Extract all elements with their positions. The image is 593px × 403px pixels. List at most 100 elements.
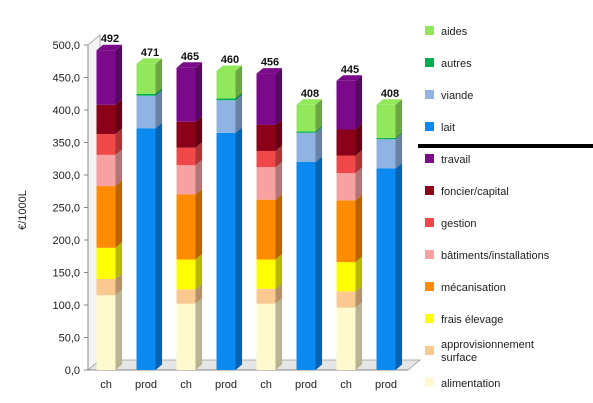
bar-segment-side bbox=[275, 283, 283, 304]
bar-segment-side bbox=[355, 150, 363, 174]
bar-segment-side bbox=[275, 161, 283, 200]
bar-segment-side bbox=[275, 68, 283, 125]
bar-segment bbox=[96, 154, 116, 187]
bar-total-label: 445 bbox=[341, 64, 359, 76]
legend-swatch bbox=[425, 186, 434, 195]
bar-segment bbox=[256, 303, 276, 370]
bar-segment-side bbox=[115, 273, 123, 296]
bar-segment bbox=[336, 200, 356, 263]
y-tick-label: 350,0 bbox=[52, 138, 80, 150]
bar-segment-side bbox=[275, 194, 283, 260]
bar-segment-side bbox=[395, 163, 403, 370]
legend-label: aides bbox=[441, 26, 468, 38]
bar-segment-side bbox=[155, 122, 163, 370]
bar-segment bbox=[96, 50, 116, 105]
bar-segment-side bbox=[115, 128, 123, 155]
bar-segment bbox=[376, 139, 396, 169]
y-tick-label: 0,0 bbox=[65, 365, 80, 377]
bar-segment-side bbox=[275, 254, 283, 289]
x-tick-label: ch bbox=[100, 379, 112, 391]
bar-top bbox=[256, 68, 283, 74]
bar-segment bbox=[296, 162, 316, 370]
bar-segment-side bbox=[195, 283, 203, 304]
bar-segment-side bbox=[115, 44, 123, 105]
bar-segment-side bbox=[355, 167, 363, 201]
bar-top bbox=[136, 58, 163, 64]
bar-segment-side bbox=[235, 65, 243, 99]
bar-segment-side bbox=[315, 125, 323, 133]
bar-segment bbox=[216, 100, 236, 133]
y-tick-label: 200,0 bbox=[52, 235, 80, 247]
bar-segment-side bbox=[195, 254, 203, 290]
bar-segment bbox=[376, 137, 396, 140]
bar-segment bbox=[96, 186, 116, 248]
y-tick-label: 500,0 bbox=[52, 40, 80, 52]
bar-segment bbox=[336, 262, 356, 292]
bar-segment bbox=[216, 98, 236, 101]
bar-segment-side bbox=[115, 242, 123, 279]
bar-segment bbox=[176, 194, 196, 260]
legend-swatch bbox=[425, 250, 434, 259]
bar-segment bbox=[296, 132, 316, 162]
legend-label: approvisionnement bbox=[441, 339, 534, 351]
bar-top bbox=[376, 99, 403, 105]
legend-label: bâtiments/installations bbox=[441, 250, 550, 262]
bar-total-label: 460 bbox=[221, 54, 239, 66]
bar-segment-side bbox=[395, 99, 403, 138]
legend-label: alimentation bbox=[441, 378, 500, 390]
bar-segment bbox=[136, 93, 156, 96]
bar-segment bbox=[176, 259, 196, 290]
legend-swatch bbox=[425, 122, 434, 131]
x-tick-label: ch bbox=[180, 379, 192, 391]
bar-segment bbox=[296, 104, 316, 132]
bar-segment bbox=[216, 132, 236, 370]
bar-segment-side bbox=[395, 133, 403, 169]
bar-segment bbox=[176, 121, 196, 148]
bar-segment bbox=[296, 131, 316, 133]
bar-segment bbox=[136, 63, 156, 94]
bar-segment bbox=[336, 129, 356, 156]
bar-segment bbox=[256, 73, 276, 125]
bar-segment bbox=[256, 288, 276, 304]
bar-top bbox=[336, 75, 363, 81]
bar-segment bbox=[96, 279, 116, 296]
bar-segment-side bbox=[235, 94, 243, 133]
x-tick-label: prod bbox=[215, 379, 237, 391]
bar-segment-side bbox=[315, 127, 323, 162]
bar-segment-side bbox=[115, 180, 123, 248]
bar-segment-side bbox=[155, 88, 163, 96]
bar-segment bbox=[256, 167, 276, 200]
legend-swatch bbox=[425, 282, 434, 291]
legend-label: viande bbox=[441, 90, 473, 102]
legend-label: lait bbox=[441, 122, 455, 134]
bar-top bbox=[176, 62, 203, 68]
bar-segment-side bbox=[155, 90, 163, 129]
legend-label: autres bbox=[441, 58, 472, 70]
bar-segment-side bbox=[115, 99, 123, 135]
bar-segment bbox=[376, 104, 396, 138]
bar-segment bbox=[96, 104, 116, 135]
legend-swatch bbox=[425, 90, 434, 99]
bar-segment-side bbox=[275, 119, 283, 151]
bar-segment-side bbox=[315, 99, 323, 132]
legend-swatch bbox=[425, 378, 434, 387]
bar-segment bbox=[336, 173, 356, 201]
bar-segment bbox=[376, 168, 396, 370]
legend-label: gestion bbox=[441, 218, 476, 230]
bar-top bbox=[96, 44, 123, 51]
x-tick-label: prod bbox=[135, 379, 157, 391]
bar-segment-side bbox=[235, 92, 243, 101]
bar-segment bbox=[336, 155, 356, 174]
bar-segment bbox=[336, 307, 356, 370]
bar-segment bbox=[176, 165, 196, 195]
y-tick-label: 450,0 bbox=[52, 73, 80, 85]
bar-segment bbox=[176, 303, 196, 370]
legend-label: travail bbox=[441, 154, 470, 166]
bar-segment-side bbox=[195, 62, 203, 122]
bar-total-label: 465 bbox=[181, 51, 199, 63]
y-tick-label: 400,0 bbox=[52, 105, 80, 117]
legend-label: foncier/capital bbox=[441, 186, 509, 198]
bar-segment-side bbox=[355, 124, 363, 156]
